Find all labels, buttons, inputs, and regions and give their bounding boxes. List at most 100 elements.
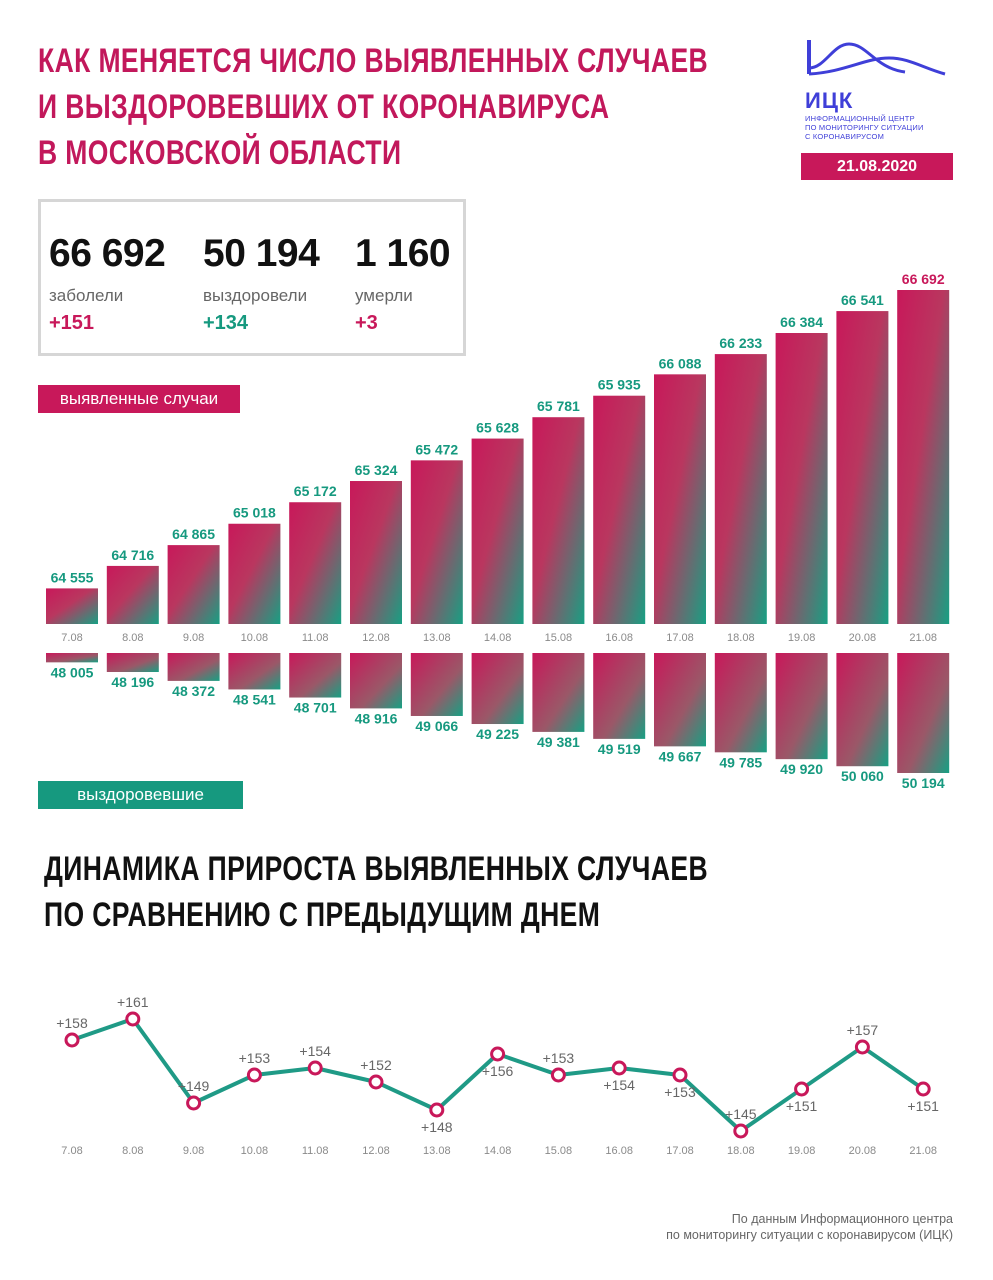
growth-value-label: +153 [543,1050,575,1066]
subtitle-line: ПО СРАВНЕНИЮ С ПРЕДЫДУЩИМ ДНЕМ [44,896,601,934]
stat-value: 1 160 [355,232,451,275]
growth-value-label: +161 [117,994,149,1010]
cases-bar [897,290,950,624]
growth-date-label: 8.08 [122,1145,143,1157]
growth-date-label: 19.08 [788,1145,816,1157]
logo-text: ИНФОРМАЦИОННЫЙ ЦЕНТР ПО МОНИТОРИНГУ СИТУ… [805,114,965,141]
growth-point [611,1060,627,1076]
recovered-value-label: 49 667 [659,748,702,764]
cases-bar [46,588,98,624]
recovered-value-label: 48 541 [233,691,276,707]
growth-date-label: 16.08 [605,1145,633,1157]
cases-bar [350,481,402,624]
logo-line: С КОРОНАВИРУСОМ [805,132,885,141]
cases-date-label: 7.08 [61,632,82,644]
cases-bar [775,333,828,624]
cases-date-label: 11.08 [302,632,329,644]
cases-date-label: 9.08 [183,632,204,644]
growth-date-label: 9.08 [183,1145,204,1157]
growth-date-label: 18.08 [727,1145,755,1157]
recovered-value-label: 48 196 [111,674,154,690]
cases-date-label: 14.08 [484,632,512,644]
logo-line: ИНФОРМАЦИОННЫЙ ЦЕНТР [805,114,915,123]
recovered-bar [106,653,159,673]
recovered-bar [714,653,767,753]
recovered-bar [46,653,98,663]
stat-delta: +3 [355,312,378,334]
recovered-value-label: 48 372 [172,683,215,699]
stat-deaths: 1 160 умерли +3 [355,232,451,335]
recovered-value-label: 49 519 [598,741,641,757]
recovered-bar [897,653,950,773]
cases-bar [714,354,767,624]
growth-value-label: +152 [360,1057,392,1073]
growth-point [794,1081,810,1097]
growth-date-label: 12.08 [362,1145,390,1157]
growth-point [64,1032,80,1048]
cases-value-label: 65 018 [233,505,276,521]
growth-point [246,1067,262,1083]
growth-date-label: 7.08 [61,1145,82,1157]
cases-bar [410,460,463,624]
stat-label: выздоровели [203,286,308,305]
title-line: И ВЫЗДОРОВЕВШИХ ОТ КОРОНАВИРУСА [38,88,610,126]
cases-bar [167,545,220,624]
stat-label: умерли [355,286,413,305]
stat-delta: +151 [49,312,95,334]
growth-point [672,1067,688,1083]
recovered-value-label: 50 060 [841,768,884,784]
growth-point [307,1060,323,1076]
growth-date-label: 13.08 [423,1145,451,1157]
growth-value-label: +154 [603,1077,635,1093]
cases-date-label: 20.08 [849,632,877,644]
cases-value-label: 66 088 [659,355,702,371]
recovered-value-label: 49 785 [719,754,762,770]
recovered-legend-label: выздоровевшие [38,781,243,809]
cases-bar [289,502,342,624]
recovered-bar [654,653,706,747]
recovered-bar [350,653,402,709]
growth-point [915,1081,931,1097]
cases-date-label: 21.08 [909,632,937,644]
cases-date-label: 13.08 [423,632,451,644]
cases-date-label: 15.08 [545,632,573,644]
cases-date-label: 10.08 [241,632,269,644]
recovered-value-label: 49 225 [476,726,519,742]
cases-value-label: 65 781 [537,398,580,414]
growth-point [733,1123,749,1139]
cases-date-label: 12.08 [362,632,390,644]
logo-mountain-icon [807,40,946,76]
cases-date-label: 18.08 [727,632,755,644]
cases-value-label: 64 865 [172,526,215,542]
cases-date-label: 16.08 [605,632,633,644]
growth-date-label: 15.08 [545,1145,573,1157]
recovered-bar [167,653,220,681]
growth-point [429,1102,445,1118]
cases-bar [106,565,159,624]
growth-value-label: +145 [725,1106,757,1122]
source-note: По данным Информационного центра по мони… [666,1211,953,1243]
growth-value-label: +151 [786,1098,818,1114]
growth-value-label: +151 [907,1098,939,1114]
cases-value-label: 65 172 [294,483,337,499]
cases-value-label: 66 692 [902,271,945,287]
stat-delta: +134 [203,312,249,334]
recovered-bar [471,653,524,725]
cases-bar [654,374,706,624]
growth-point [125,1011,141,1027]
growth-point [490,1046,506,1062]
growth-point [550,1067,566,1083]
recovered-bar [289,653,342,698]
growth-value-label: +153 [664,1084,696,1100]
recovered-bar [836,653,889,767]
recovered-value-label: 48 916 [355,710,398,726]
stat-value: 50 194 [203,232,320,275]
recovered-value-label: 48 005 [51,664,94,680]
cases-value-label: 64 716 [111,547,154,563]
cases-date-label: 8.08 [122,632,143,644]
stat-label: заболели [49,286,124,305]
growth-date-label: 10.08 [241,1145,269,1157]
growth-date-label: 14.08 [484,1145,512,1157]
cases-value-label: 66 233 [719,335,762,351]
